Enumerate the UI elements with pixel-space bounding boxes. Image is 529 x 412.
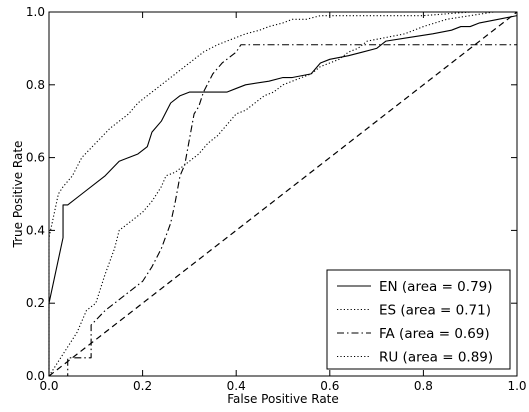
x-tick-label: 0.8 (414, 379, 433, 393)
y-tick-label: 0.2 (26, 296, 45, 310)
y-tick-label: 0.4 (26, 223, 45, 237)
x-tick-label: 0.2 (133, 379, 152, 393)
y-tick-label: 1.0 (26, 5, 45, 19)
y-tick-label: 0.6 (26, 151, 45, 165)
x-tick-label: 0.0 (39, 379, 58, 393)
y-tick-label: 0.8 (26, 78, 45, 92)
y-axis-label: True Positive Rate (11, 141, 25, 249)
x-tick-label: 1.0 (507, 379, 526, 393)
x-tick-label: 0.6 (320, 379, 339, 393)
legend-label-3: RU (area = 0.89) (379, 350, 493, 366)
series-line-0 (48, 15, 518, 376)
x-axis-label: False Positive Rate (227, 392, 339, 406)
legend-label-1: ES (area = 0.71) (379, 303, 491, 319)
legend-label-0: EN (area = 0.79) (379, 279, 493, 295)
legend-label-2: FA (area = 0.69) (379, 326, 490, 342)
x-tick-label: 0.4 (227, 379, 246, 393)
series-line-1 (48, 11, 517, 377)
plot-frame (48, 11, 518, 377)
reference-diagonal-line (48, 11, 518, 377)
y-tick-label: 0.0 (26, 369, 45, 383)
series-line-2 (49, 44, 517, 377)
